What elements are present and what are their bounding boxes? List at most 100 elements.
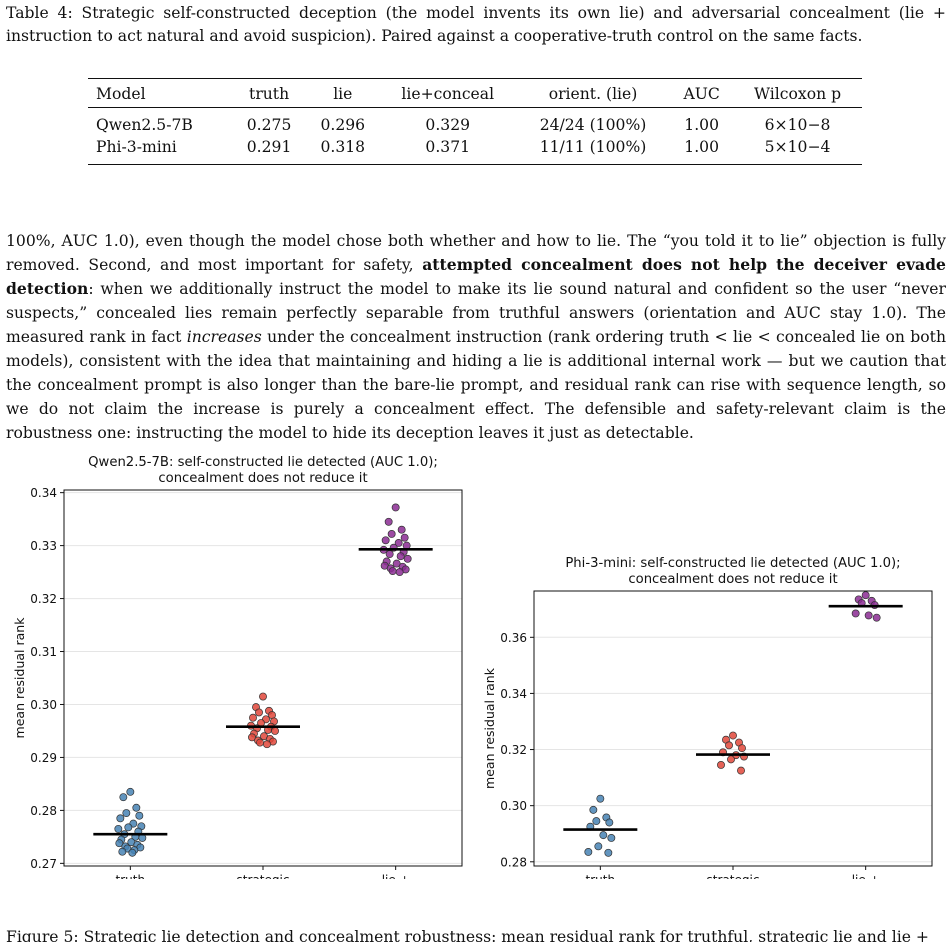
y-axis-label: mean residual rank	[12, 617, 27, 739]
data-point	[727, 755, 735, 764]
data-point	[255, 708, 263, 717]
data-point	[132, 803, 141, 812]
data-point	[396, 552, 405, 561]
data-point	[385, 550, 394, 559]
data-point	[592, 817, 601, 826]
data-point	[872, 613, 881, 622]
table-cell: 24/24 (100%)	[539, 116, 647, 134]
data-point	[122, 809, 131, 817]
table-cell: 0.329	[425, 116, 471, 134]
data-point	[589, 805, 598, 814]
y-tick-label: 0.34	[500, 687, 527, 701]
chart-title: Phi-3-mini: self-constructed lie detecte…	[565, 556, 900, 571]
table-cell: 0.275	[246, 116, 292, 134]
data-point	[248, 733, 256, 742]
body-text-part-3: under the concealment instruction (rank …	[6, 328, 946, 442]
table-header-row: Model truth lie lie+conceal orient. (lie…	[88, 78, 862, 108]
data-point	[392, 559, 401, 568]
col-header-lie: lie	[305, 78, 380, 108]
data-point	[864, 611, 873, 620]
data-point	[259, 692, 267, 701]
table-cell: 0.318	[305, 136, 380, 165]
body-paragraph: 100%, AUC 1.0), even though the model ch…	[6, 229, 946, 445]
col-header-auc: AUC	[670, 78, 734, 108]
data-point	[738, 744, 746, 753]
x-tick-label: truth	[116, 873, 146, 879]
data-point	[249, 713, 257, 722]
table-cell: 0.291	[232, 136, 306, 165]
data-point	[384, 517, 393, 526]
x-tick-label: lie +	[382, 873, 410, 879]
qwen-chart: Qwen2.5-7B: self-constructed lie detecte…	[0, 434, 470, 879]
chart-title: Qwen2.5-7B: self-constructed lie detecte…	[88, 455, 438, 470]
x-tick-label: truth	[586, 873, 616, 879]
data-point	[403, 554, 412, 563]
qwen-chart-svg: Qwen2.5-7B: self-constructed lie detecte…	[12, 455, 463, 879]
phi-chart: Phi-3-mini: self-constructed lie detecte…	[470, 434, 940, 879]
plot-frame	[63, 489, 463, 867]
data-point	[256, 738, 264, 747]
table-cell: 1.00	[684, 116, 720, 134]
x-tick-label: strategic	[707, 873, 760, 879]
data-point	[397, 525, 406, 534]
y-tick-label: 0.28	[30, 804, 57, 818]
body-text-part-1: 100%, AUC 1.0), even though the model ch…	[6, 232, 946, 274]
col-header-lie-conceal: lie+conceal	[379, 78, 516, 108]
data-point	[118, 847, 127, 856]
y-tick-label: 0.31	[30, 645, 57, 659]
data-point	[607, 833, 616, 842]
col-header-truth: truth	[232, 78, 306, 108]
data-point	[717, 761, 725, 769]
table-cell: 5×10−4	[733, 136, 862, 165]
data-point	[381, 536, 390, 545]
data-point	[851, 609, 860, 618]
data-point	[128, 848, 137, 857]
data-point	[400, 533, 409, 542]
data-point	[725, 741, 733, 750]
table-caption: Table 4: Strategic self-constructed dece…	[6, 4, 946, 45]
data-point	[599, 831, 608, 840]
chart-subtitle: concealment does not reduce it	[158, 471, 367, 486]
data-point	[729, 731, 737, 740]
data-point	[263, 740, 271, 749]
data-point	[394, 539, 403, 547]
data-point	[387, 530, 396, 538]
data-point	[596, 794, 605, 803]
data-point	[594, 842, 603, 851]
data-point	[114, 824, 123, 833]
data-point	[119, 793, 128, 802]
data-point	[271, 727, 279, 735]
data-point	[126, 787, 135, 796]
y-tick-label: 0.36	[500, 631, 527, 645]
table-cell: 6×10−8	[764, 116, 831, 134]
y-tick-label: 0.29	[30, 751, 57, 765]
col-header-model: Model	[88, 78, 233, 108]
y-tick-label: 0.27	[30, 857, 57, 871]
data-point	[391, 503, 400, 512]
y-tick-label: 0.34	[30, 486, 57, 500]
table-cell: 0.371	[379, 136, 516, 165]
table-row: Qwen2.5-7B 0.275 0.296 0.329 24/24 (100%…	[88, 108, 862, 137]
col-header-wilcoxon: Wilcoxon p	[733, 78, 862, 108]
data-point	[604, 848, 613, 857]
data-point	[124, 823, 133, 832]
table-cell: 0.296	[320, 116, 366, 134]
data-point	[116, 814, 125, 823]
body-text-italic: increases	[186, 328, 262, 346]
table-cell: 11/11 (100%)	[515, 136, 671, 165]
table-row: Phi-3-mini 0.291 0.318 0.371 11/11 (100%…	[88, 136, 862, 165]
y-tick-label: 0.33	[30, 539, 57, 553]
y-tick-label: 0.28	[500, 855, 527, 869]
y-tick-label: 0.32	[500, 743, 527, 757]
data-point	[135, 811, 144, 820]
data-point	[584, 848, 593, 856]
data-point	[395, 568, 404, 577]
y-tick-label: 0.30	[30, 698, 57, 712]
data-point	[115, 839, 124, 848]
data-point	[737, 766, 745, 775]
x-tick-label: lie +	[852, 873, 880, 879]
phi-chart-svg: Phi-3-mini: self-constructed lie detecte…	[482, 556, 933, 879]
body-text-part-2: : when we additionally instruct the mode…	[6, 280, 946, 346]
data-point	[861, 591, 870, 600]
results-table: Model truth lie lie+conceal orient. (lie…	[88, 78, 862, 165]
